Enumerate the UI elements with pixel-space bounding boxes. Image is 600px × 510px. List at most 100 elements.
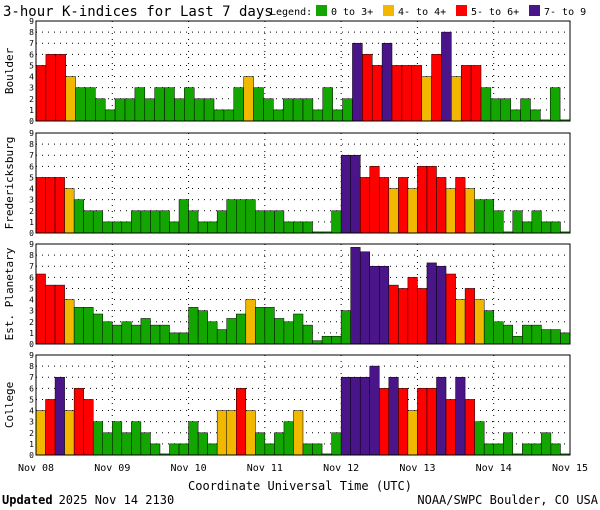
k-index-bar xyxy=(417,288,428,345)
k-index-bar xyxy=(531,210,542,234)
y-tick-label: 1 xyxy=(29,440,34,449)
k-index-bar xyxy=(550,443,561,456)
k-index-bar xyxy=(321,335,332,345)
k-index-bar xyxy=(292,98,304,122)
y-tick-label: 9 xyxy=(29,17,34,26)
y-tick-label: 2 xyxy=(29,95,34,104)
x-tick-label: Nov 08 xyxy=(18,463,54,474)
y-tick-label: 9 xyxy=(29,129,34,138)
k-index-bar xyxy=(102,321,113,345)
y-tick-label: 2 xyxy=(29,207,34,216)
panel: 0 1 2 3 4 5 6 7 8 9 Est. Planetary xyxy=(3,240,571,349)
y-tick-label: 6 xyxy=(29,273,34,282)
k-index-bar xyxy=(236,313,247,345)
k-index-bar xyxy=(417,166,428,234)
k-index-bar xyxy=(522,443,533,456)
k-index-bar xyxy=(293,221,304,234)
k-index-bar xyxy=(379,265,390,345)
k-index-bar xyxy=(483,443,494,456)
k-index-bar xyxy=(401,65,413,122)
k-index-bar xyxy=(426,262,437,345)
y-tick-label: 9 xyxy=(29,351,34,360)
y-tick-label: 0 xyxy=(29,117,34,126)
k-index-bar xyxy=(85,87,96,122)
y-tick-label: 4 xyxy=(29,73,34,82)
k-index-bar xyxy=(114,98,126,122)
k-index-bar xyxy=(255,210,266,234)
k-index-bar xyxy=(550,329,561,345)
y-tick-label: 3 xyxy=(29,307,34,316)
station-label: College xyxy=(3,382,16,428)
y-tick-label: 4 xyxy=(29,296,34,305)
k-index-bar xyxy=(503,432,514,456)
y-tick-label: 1 xyxy=(29,329,34,338)
k-index-bar xyxy=(159,324,170,345)
k-index-bar xyxy=(445,273,456,345)
k-index-bar xyxy=(541,221,552,234)
k-index-bar xyxy=(233,87,244,122)
k-index-bar xyxy=(407,188,418,234)
k-index-bar xyxy=(312,109,324,122)
k-index-bar xyxy=(480,87,492,122)
k-index-bar xyxy=(45,399,56,456)
k-index-bar xyxy=(193,98,205,122)
k-index-bar xyxy=(541,329,552,345)
k-index-bar xyxy=(92,313,103,345)
k-index-bar xyxy=(455,177,466,234)
k-index-bar xyxy=(245,299,256,345)
k-index-bar xyxy=(95,98,106,122)
k-index-bar xyxy=(150,443,161,456)
k-index-bar xyxy=(188,421,199,456)
k-index-bar xyxy=(352,42,363,122)
k-index-bar xyxy=(159,210,170,234)
k-index-bar xyxy=(264,307,275,345)
k-index-bar xyxy=(35,65,47,122)
k-index-bar xyxy=(391,65,403,122)
y-tick-label: 5 xyxy=(29,173,34,182)
updated-value: 2025 Nov 14 2130 xyxy=(59,493,175,507)
k-index-bar xyxy=(35,410,46,456)
y-tick-label: 8 xyxy=(29,28,34,37)
station-label: Fredericksburg xyxy=(3,137,16,230)
k-index-bar xyxy=(273,109,284,122)
k-index-bar xyxy=(520,98,531,122)
k-index-bar xyxy=(207,443,218,456)
y-tick-label: 5 xyxy=(29,61,34,70)
k-index-bar xyxy=(483,199,494,234)
k-index-bar xyxy=(359,251,370,345)
y-tick-label: 8 xyxy=(29,251,34,260)
y-tick-label: 6 xyxy=(29,384,34,393)
panel-frame xyxy=(35,354,571,456)
k-index-bar xyxy=(92,421,103,456)
k-index-bar xyxy=(302,221,313,234)
k-index-bar xyxy=(213,109,225,122)
k-index-bar xyxy=(236,388,247,456)
k-index-bar xyxy=(226,318,237,345)
k-index-bar xyxy=(445,399,456,456)
k-index-bar xyxy=(369,365,380,456)
k-index-bar xyxy=(379,177,390,234)
legend-label: Legend: xyxy=(270,7,312,18)
k-index-bar xyxy=(264,210,275,234)
k-index-bar xyxy=(188,307,199,345)
k-index-bar xyxy=(73,307,84,345)
k-index-bar xyxy=(255,307,266,345)
y-tick-label: 4 xyxy=(29,407,34,416)
k-index-bar xyxy=(398,288,409,345)
k-index-bar xyxy=(255,432,266,456)
k-index-bar xyxy=(332,109,343,122)
station-label: Est. Planetary xyxy=(3,247,16,340)
legend-swatch xyxy=(529,5,540,16)
k-index-bar xyxy=(144,98,155,122)
x-axis-ticks: Nov 08 Nov 09 Nov 10 Nov 11 Nov 12 Nov 13 Nov … xyxy=(18,463,588,474)
k-index-bar xyxy=(417,388,428,456)
k-index-bar xyxy=(379,388,390,456)
panel: 0 1 2 3 4 5 6 7 8 9 Boulder xyxy=(3,17,571,126)
panel: 0 1 2 3 4 5 6 7 8 9 College xyxy=(3,351,571,460)
k-index-bar xyxy=(503,324,514,345)
k-index-bar xyxy=(500,98,511,122)
y-tick-label: 0 xyxy=(29,340,34,349)
k-index-bar xyxy=(340,154,351,234)
k-index-bar xyxy=(178,199,189,234)
